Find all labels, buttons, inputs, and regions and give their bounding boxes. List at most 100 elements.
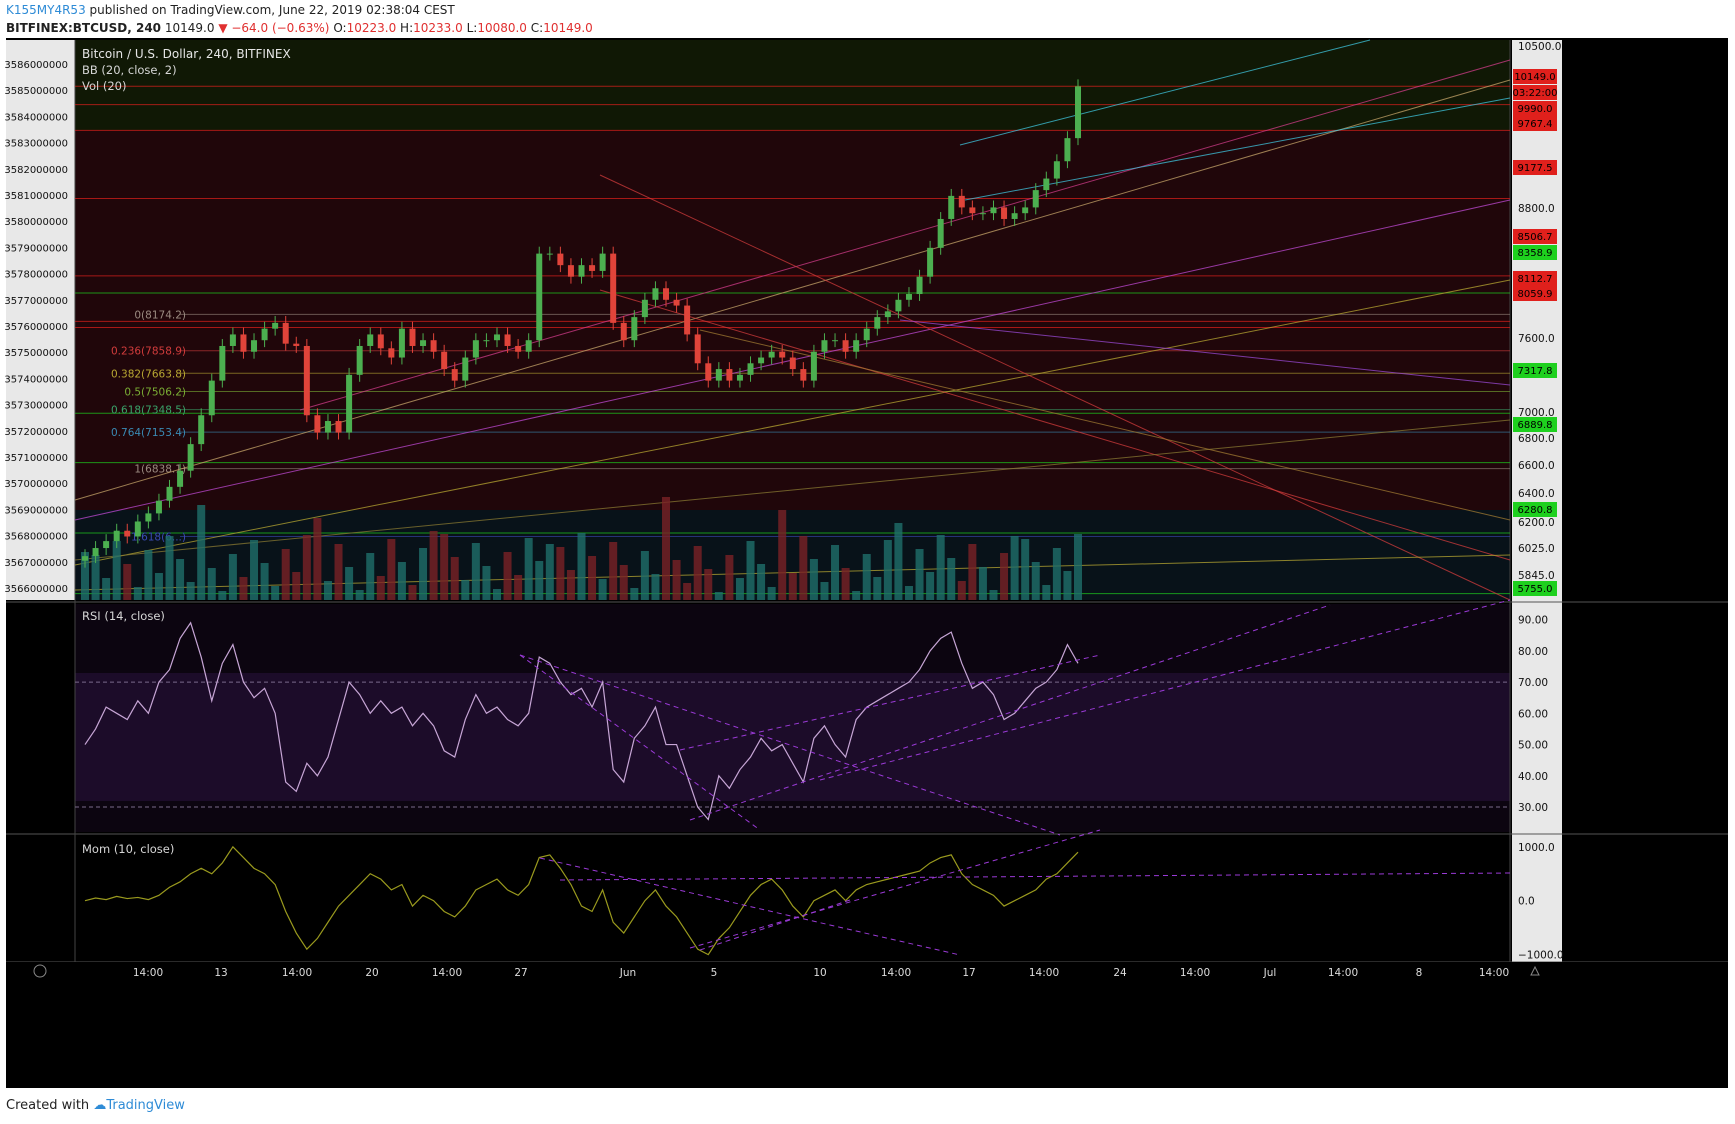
- volume-bar: [588, 556, 597, 600]
- volume-bar: [1074, 534, 1082, 600]
- candle: [567, 265, 574, 277]
- rsi-trend-line-3: [819, 599, 1511, 781]
- candle: [874, 317, 881, 329]
- volume-bar: [81, 552, 89, 600]
- rsi-title: RSI (14, close): [82, 609, 165, 623]
- candle: [895, 299, 902, 312]
- volume-bar: [271, 586, 280, 600]
- candle: [324, 421, 331, 433]
- volume-bar: [250, 540, 259, 600]
- price-label-box: [1513, 116, 1557, 131]
- rsi-trend-line-1: [519, 654, 761, 831]
- price-label-text: 9177.5: [1518, 163, 1553, 174]
- tradingview-logo-icon[interactable]: ☁: [93, 1098, 107, 1113]
- rsi-axis-tick: 30.00: [1518, 802, 1548, 814]
- x-axis-bar: [6, 962, 1728, 982]
- candle: [948, 195, 955, 219]
- candle: [145, 513, 152, 522]
- candle: [229, 334, 236, 346]
- price-label-text: 6280.8: [1518, 505, 1553, 516]
- candle: [462, 357, 469, 381]
- low-label: L:: [466, 21, 478, 35]
- candle: [1001, 207, 1008, 219]
- volume-bar: [926, 572, 935, 600]
- candle: [599, 253, 606, 271]
- volume-bar: [429, 531, 438, 600]
- candle: [208, 380, 215, 416]
- candle: [631, 317, 638, 341]
- volume-bar: [936, 535, 945, 600]
- left-axis-tick: 3567000000: [4, 558, 68, 569]
- volume-bar: [1063, 571, 1072, 600]
- trend-line-8: [964, 97, 1511, 201]
- author-link[interactable]: K155MY4R53: [6, 3, 86, 17]
- fib-label-1: 0.236(7858.9): [111, 346, 186, 358]
- volume-bar: [144, 550, 153, 600]
- candle: [937, 218, 944, 248]
- price-label-box: [1513, 417, 1557, 432]
- volume-bar: [1021, 539, 1030, 600]
- candle: [388, 348, 395, 358]
- fib-label-2: 0.382(7663.8): [111, 368, 186, 380]
- x-axis-tick: 14:00: [133, 967, 163, 979]
- right-axis-tick: 6400.0: [1518, 488, 1555, 500]
- volume-bar: [978, 567, 987, 600]
- price-label-box: [1513, 160, 1557, 175]
- candle: [990, 207, 997, 214]
- open-value: 10223.0: [346, 21, 397, 35]
- volume-bar: [535, 561, 544, 600]
- volume-bar: [239, 577, 248, 600]
- left-axis-tick: 3578000000: [4, 270, 68, 281]
- candle: [863, 328, 870, 341]
- volume-bar: [767, 587, 776, 600]
- candle: [1011, 213, 1018, 219]
- candle: [398, 328, 405, 358]
- trend-line-3: [74, 279, 1511, 566]
- volume-bar: [165, 536, 174, 600]
- price-label-text: 8358.9: [1518, 248, 1553, 259]
- candle: [303, 345, 310, 416]
- candle: [409, 328, 416, 346]
- left-axis-tick: 3582000000: [4, 165, 68, 176]
- candle: [610, 253, 617, 323]
- volume-bar: [323, 581, 332, 600]
- candle: [927, 247, 934, 277]
- candle: [1053, 161, 1060, 179]
- volume-bar: [683, 583, 692, 600]
- left-axis-tick: 3586000000: [4, 60, 68, 71]
- candle: [705, 363, 712, 381]
- candle: [198, 415, 205, 445]
- right-axis-tick: 6200.0: [1518, 517, 1555, 529]
- fib-label-5: 0.764(7153.4): [111, 427, 186, 439]
- candle: [346, 374, 353, 433]
- price-label-text: 10149.0: [1514, 72, 1555, 83]
- volume-bar: [862, 554, 871, 600]
- volume-bar: [1031, 562, 1040, 600]
- volume-bar: [440, 534, 449, 600]
- volume-bar: [651, 574, 660, 600]
- rsi-axis-tick: 80.00: [1518, 646, 1548, 658]
- candle: [736, 374, 743, 381]
- candle: [420, 340, 427, 346]
- x-axis-tick: Jun: [619, 967, 636, 979]
- x-axis-tick: 13: [214, 967, 227, 979]
- volume-bar: [545, 544, 554, 600]
- candle: [969, 207, 976, 214]
- tradingview-brand[interactable]: TradingView: [106, 1098, 185, 1113]
- right-axis-tick: 7600.0: [1518, 333, 1555, 345]
- candle: [768, 351, 775, 358]
- candle: [546, 253, 553, 255]
- volume-bar: [313, 518, 322, 600]
- volume-bar: [154, 573, 163, 600]
- candle: [758, 357, 765, 364]
- high-label: H:: [400, 21, 414, 35]
- candle: [684, 305, 691, 335]
- candle: [810, 351, 817, 381]
- auto-scale-icon: [1530, 965, 1540, 976]
- created-with: Created with: [6, 1098, 90, 1113]
- price-label-text: 8059.9: [1518, 289, 1553, 300]
- volume-bar: [989, 590, 998, 600]
- price-change: ▼ −64.0 (−0.63%): [218, 21, 330, 35]
- left-axis-tick: 3566000000: [4, 584, 68, 595]
